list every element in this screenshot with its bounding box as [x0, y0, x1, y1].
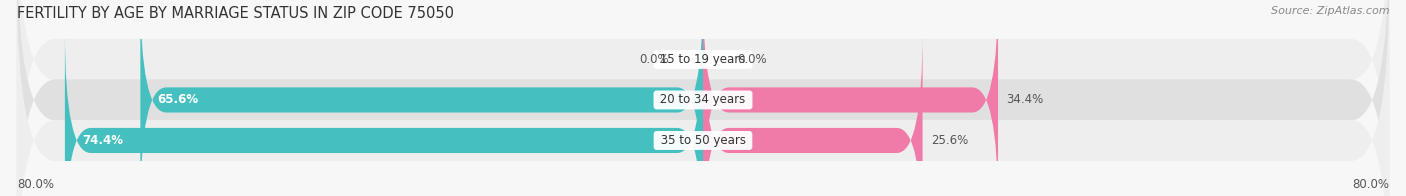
FancyBboxPatch shape	[17, 0, 1389, 196]
Text: 0.0%: 0.0%	[640, 53, 669, 66]
Text: 35 to 50 years: 35 to 50 years	[657, 134, 749, 147]
Text: 20 to 34 years: 20 to 34 years	[657, 93, 749, 106]
Text: Source: ZipAtlas.com: Source: ZipAtlas.com	[1271, 6, 1389, 16]
Text: 65.6%: 65.6%	[157, 93, 198, 106]
Text: FERTILITY BY AGE BY MARRIAGE STATUS IN ZIP CODE 75050: FERTILITY BY AGE BY MARRIAGE STATUS IN Z…	[17, 6, 454, 21]
Text: 80.0%: 80.0%	[1353, 178, 1389, 191]
Text: 15 to 19 years: 15 to 19 years	[657, 53, 749, 66]
Text: 34.4%: 34.4%	[1007, 93, 1043, 106]
Text: 74.4%: 74.4%	[82, 134, 124, 147]
FancyBboxPatch shape	[65, 32, 703, 196]
Text: 80.0%: 80.0%	[17, 178, 53, 191]
FancyBboxPatch shape	[703, 0, 998, 196]
Text: 25.6%: 25.6%	[931, 134, 969, 147]
FancyBboxPatch shape	[17, 0, 1389, 196]
FancyBboxPatch shape	[17, 0, 1389, 196]
Text: 0.0%: 0.0%	[737, 53, 766, 66]
FancyBboxPatch shape	[703, 32, 922, 196]
FancyBboxPatch shape	[141, 0, 703, 196]
